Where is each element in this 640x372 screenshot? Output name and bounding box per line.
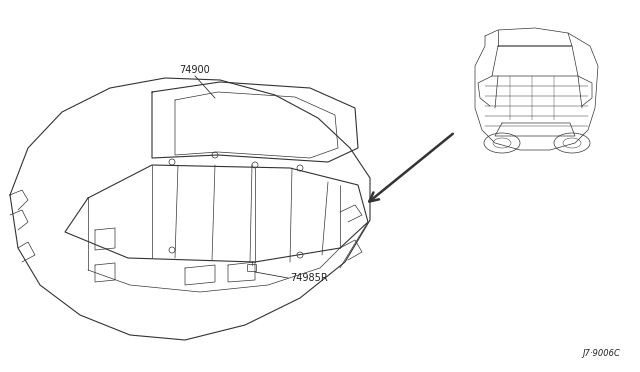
Text: 74985R: 74985R xyxy=(290,273,328,283)
Text: 74900: 74900 xyxy=(180,65,211,75)
Text: J7·9006C: J7·9006C xyxy=(582,349,620,358)
